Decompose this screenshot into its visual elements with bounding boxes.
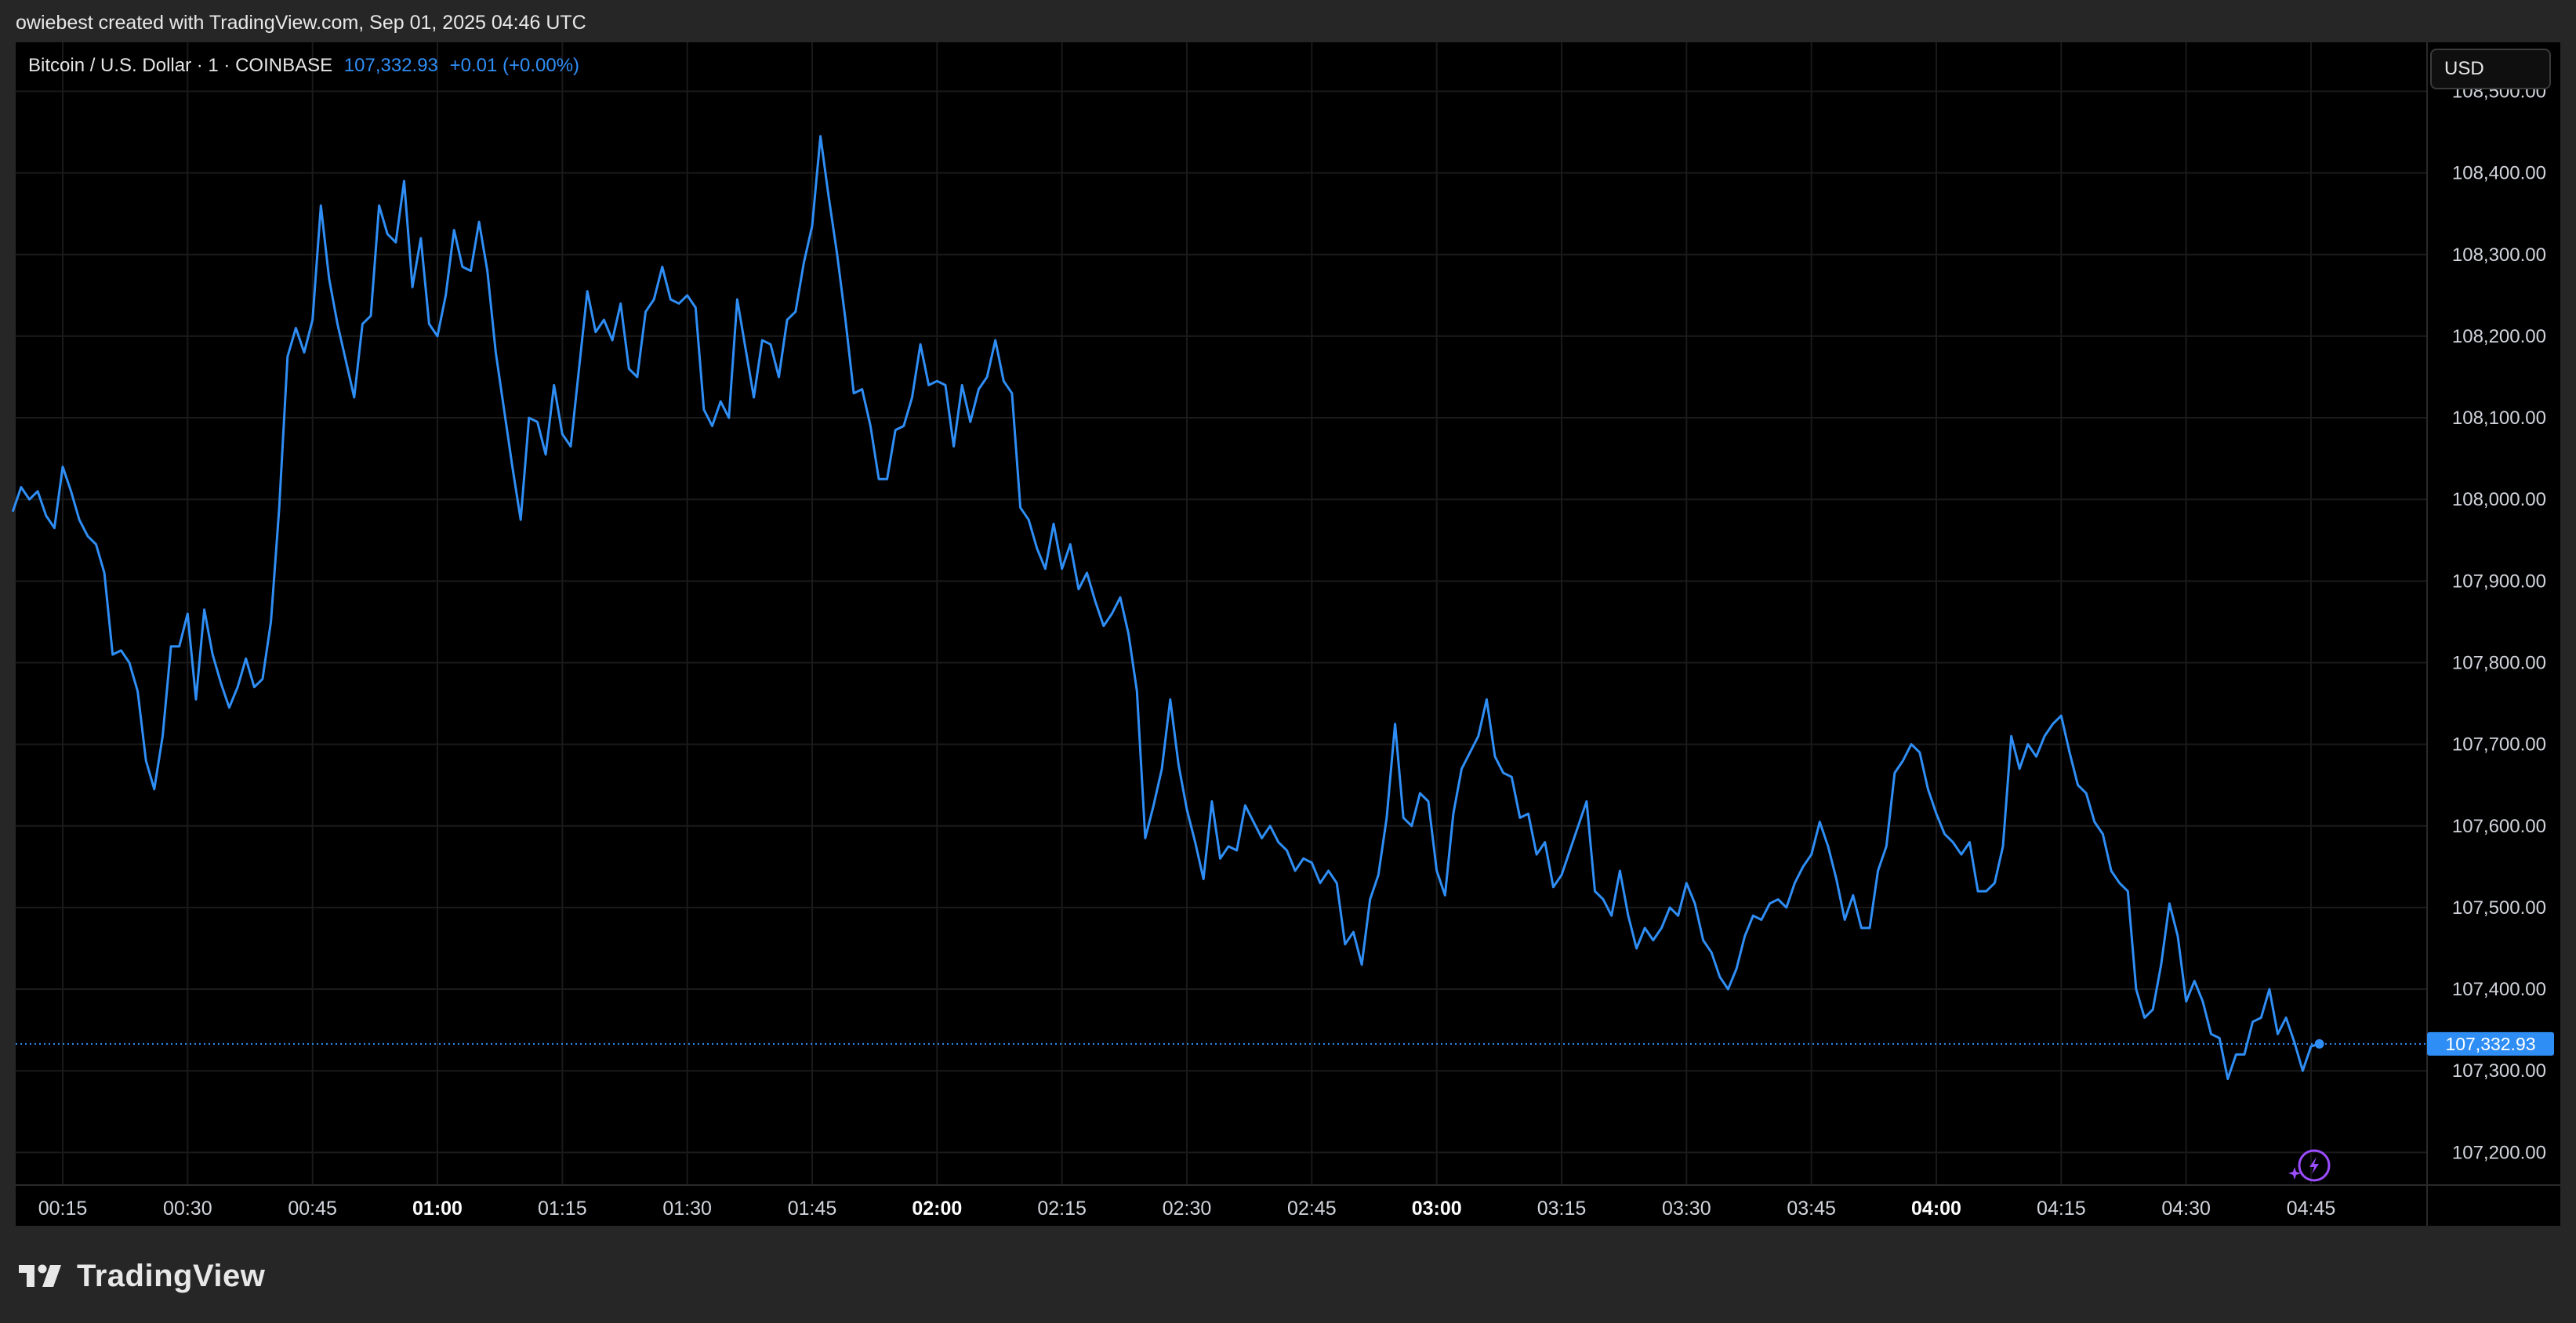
lightning-alert-icon[interactable] (2288, 1149, 2331, 1182)
legend-price: 107,332.93 (343, 55, 438, 76)
y-tick-label: 107,900.00 (2452, 571, 2546, 592)
price-axis: 108,500.00108,400.00108,300.00108,200.00… (2452, 81, 2546, 1163)
y-tick-label: 107,700.00 (2452, 734, 2546, 756)
footer-bar (0, 1226, 2576, 1323)
tradingview-logo-icon (19, 1264, 61, 1287)
legend-change: +0.01 (+0.00%) (449, 55, 580, 76)
x-tick-label: 02:45 (1287, 1198, 1337, 1220)
price-chart[interactable]: 108,500.00108,400.00108,300.00108,200.00… (0, 0, 2576, 1226)
last-price-tag-label: 107,332.93 (2445, 1034, 2535, 1054)
y-tick-label: 107,600.00 (2452, 816, 2546, 837)
last-price-tag: 107,332.93 (2427, 1031, 2554, 1056)
x-tick-label: 03:30 (1662, 1198, 1711, 1220)
symbol-title: Bitcoin / U.S. Dollar · 1 · COINBASE (28, 55, 333, 76)
x-tick-label: 00:45 (288, 1198, 337, 1220)
y-tick-label: 108,200.00 (2452, 326, 2546, 347)
last-price-tag-background (2427, 1031, 2554, 1056)
x-tick-label: 01:15 (538, 1198, 587, 1220)
currency-button[interactable]: USD (2430, 49, 2551, 89)
x-tick-label: 02:15 (1037, 1198, 1087, 1220)
x-tick-label: 04:45 (2287, 1198, 2336, 1220)
x-tick-label: 04:30 (2161, 1198, 2211, 1220)
x-tick-label: 01:00 (412, 1198, 463, 1220)
time-axis: 00:15 00:30 00:45 01:00 01:15 01:30 01:45 02:00… (38, 1198, 2336, 1220)
x-tick-label: 03:15 (1537, 1198, 1587, 1220)
x-tick-label: 00:30 (163, 1198, 212, 1220)
y-tick-label: 108,400.00 (2452, 163, 2546, 184)
last-price-dot (2314, 1038, 2324, 1049)
chart-area[interactable] (16, 42, 2560, 1226)
attribution-bar: owiebest created with TradingView.com, S… (0, 0, 2576, 42)
y-tick-label: 108,000.00 (2452, 489, 2546, 510)
x-tick-label: 01:30 (662, 1198, 712, 1220)
symbol-legend: Bitcoin / U.S. Dollar · 1 · COINBASE 107… (28, 55, 579, 77)
y-tick-label: 107,200.00 (2452, 1142, 2546, 1163)
brand[interactable]: TradingView (17, 1257, 265, 1295)
x-tick-label: 04:15 (2037, 1198, 2086, 1220)
x-tick-label: 01:45 (788, 1198, 837, 1220)
x-tick-label: 00:15 (38, 1198, 88, 1220)
attribution-text: owiebest created with TradingView.com, S… (16, 12, 586, 34)
price-series-line (11, 135, 2320, 1081)
x-tick-label: 03:45 (1787, 1198, 1836, 1220)
y-tick-label: 108,300.00 (2452, 245, 2546, 266)
y-tick-label: 107,300.00 (2452, 1060, 2546, 1082)
y-tick-label: 107,400.00 (2452, 979, 2546, 1000)
y-tick-label: 108,100.00 (2452, 408, 2546, 429)
x-tick-label: 04:00 (1911, 1198, 1961, 1220)
x-tick-label: 03:00 (1412, 1198, 1462, 1220)
brand-name: TradingView (77, 1258, 266, 1293)
y-tick-label: 107,500.00 (2452, 897, 2546, 919)
x-tick-label: 02:00 (912, 1198, 962, 1220)
x-tick-label: 02:30 (1163, 1198, 1212, 1220)
y-tick-label: 107,800.00 (2452, 652, 2546, 673)
